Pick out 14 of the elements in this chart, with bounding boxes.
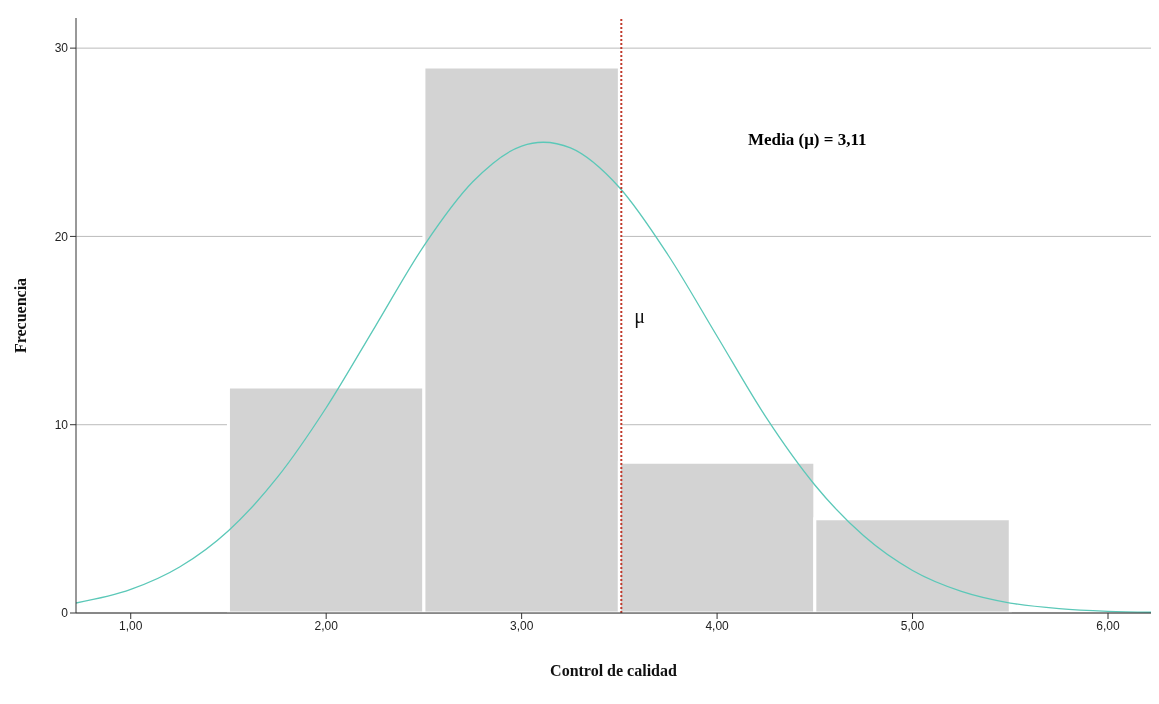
y-axis-title: Frecuencia	[11, 277, 29, 354]
x-axis-title: Control de calidad	[550, 662, 678, 679]
ref-line-label: μ	[634, 304, 646, 328]
x-tick-label: 1,00	[119, 618, 143, 633]
x-tick-label: 5,00	[900, 618, 925, 633]
y-tick-label: 20	[54, 229, 69, 244]
x-tick-label: 6,00	[1096, 618, 1120, 633]
y-tick-label: 30	[54, 41, 69, 56]
annotation: Media (μ) = 3,11	[748, 130, 867, 150]
x-tick-label: 4,00	[705, 618, 730, 633]
x-tick-label: 2,00	[314, 618, 339, 633]
x-tick-label: 3,00	[509, 618, 534, 633]
y-tick-label: 10	[54, 417, 69, 432]
y-tick-label: 0	[61, 606, 69, 621]
